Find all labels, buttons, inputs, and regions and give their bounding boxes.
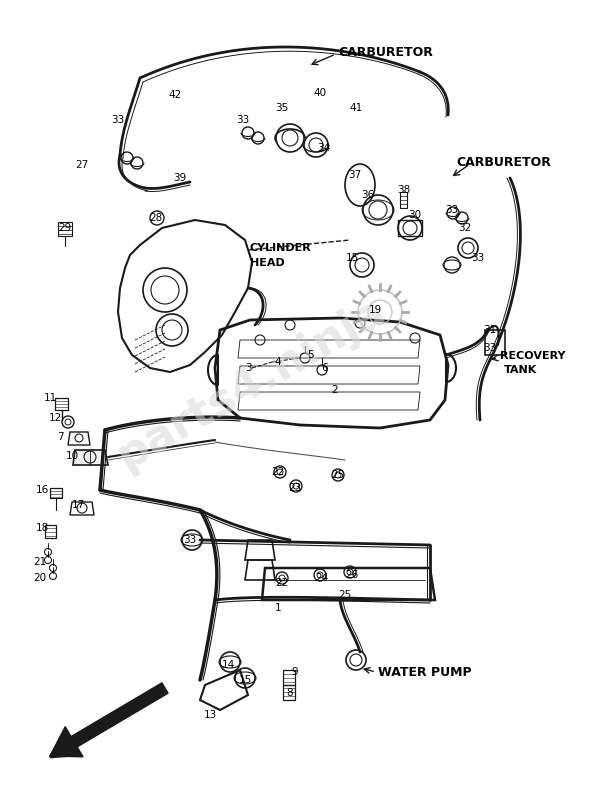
Text: 4: 4: [275, 357, 281, 367]
Text: 16: 16: [35, 485, 48, 495]
Text: 18: 18: [35, 523, 48, 533]
Polygon shape: [485, 330, 505, 355]
Text: 33: 33: [183, 535, 196, 545]
FancyArrow shape: [50, 683, 168, 757]
Text: TANK: TANK: [504, 365, 537, 375]
Text: parts4.ninja: parts4.ninja: [109, 290, 393, 478]
Text: 33: 33: [236, 115, 250, 125]
Text: 11: 11: [44, 393, 57, 403]
Text: 42: 42: [168, 90, 181, 100]
Text: 33: 33: [484, 343, 497, 353]
Text: 24: 24: [315, 573, 328, 583]
Text: 2: 2: [332, 385, 338, 395]
Text: CARBURETOR: CARBURETOR: [456, 155, 551, 169]
Text: 32: 32: [458, 223, 472, 233]
Text: 14: 14: [221, 660, 235, 670]
Text: 26: 26: [346, 570, 359, 580]
Text: 5: 5: [307, 350, 313, 360]
Text: RECOVERY: RECOVERY: [500, 351, 565, 361]
Text: 8: 8: [287, 688, 293, 698]
Text: 15: 15: [346, 253, 359, 263]
Text: 31: 31: [484, 325, 497, 335]
Text: 30: 30: [408, 210, 421, 220]
Text: 39: 39: [173, 173, 187, 183]
Text: 37: 37: [349, 170, 362, 180]
Text: 28: 28: [149, 213, 162, 223]
Text: 38: 38: [398, 185, 411, 195]
Text: 33: 33: [445, 205, 458, 215]
Polygon shape: [73, 450, 108, 465]
Text: 13: 13: [204, 710, 217, 720]
Text: 22: 22: [272, 467, 285, 477]
Text: 33: 33: [472, 253, 485, 263]
Text: 10: 10: [66, 451, 79, 461]
Text: 20: 20: [33, 573, 47, 583]
Text: 35: 35: [275, 103, 288, 113]
Text: 33: 33: [112, 115, 125, 125]
Text: 15: 15: [238, 675, 251, 685]
Text: 3: 3: [245, 363, 251, 373]
Text: 25: 25: [338, 590, 352, 600]
Text: 23: 23: [288, 483, 301, 493]
Text: CYLINDER: CYLINDER: [250, 243, 312, 253]
Text: 1: 1: [275, 603, 281, 613]
Text: 27: 27: [75, 160, 88, 170]
Text: 40: 40: [313, 88, 327, 98]
Text: 6: 6: [322, 363, 328, 373]
Text: 21: 21: [33, 557, 47, 567]
Text: 34: 34: [318, 143, 331, 153]
Text: 12: 12: [48, 413, 61, 423]
Text: 36: 36: [361, 190, 375, 200]
Text: 9: 9: [292, 667, 298, 677]
Text: HEAD: HEAD: [250, 258, 285, 268]
Text: 41: 41: [349, 103, 362, 113]
Text: 17: 17: [72, 500, 85, 510]
Text: 29: 29: [59, 223, 72, 233]
Text: 19: 19: [368, 305, 381, 315]
Text: 22: 22: [275, 578, 288, 588]
Text: CARBURETOR: CARBURETOR: [338, 46, 433, 58]
Text: WATER PUMP: WATER PUMP: [378, 666, 472, 678]
Text: 25: 25: [331, 470, 344, 480]
Text: 7: 7: [57, 432, 63, 442]
